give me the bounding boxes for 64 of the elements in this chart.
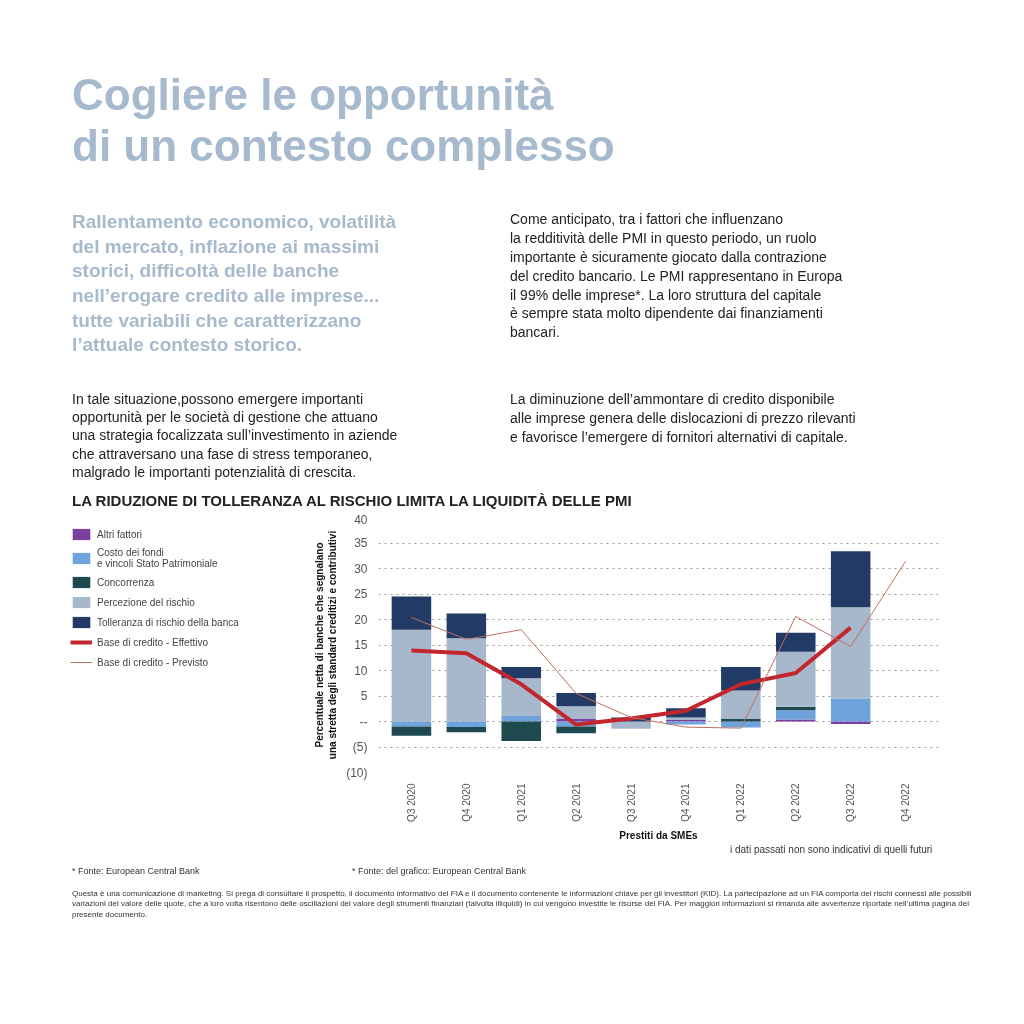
bar: [446, 638, 487, 722]
bar: [556, 726, 596, 734]
text: Rallentamento economico, volatilità del mercato, inflazione ai massimi storici, difficoltà delle banche nell’erogare credito alle imprese... tutte variabili che caratterizzano l’attuale contesto storico.: [72, 210, 397, 358]
y-tick-label: 30: [354, 561, 368, 576]
bar: [830, 698, 871, 722]
y-tick-label: 35: [354, 536, 368, 550]
line-series: [409, 625, 853, 727]
x-tick-label: Q3 2021: [625, 783, 637, 822]
y-tick-label: --: [359, 714, 368, 729]
legend-label: Percezione del rischio: [97, 596, 195, 608]
bar: [775, 710, 816, 720]
x-tick-label: Q1 2021: [515, 783, 527, 822]
x-tick-label: Q2 2021: [570, 783, 582, 822]
bar: [501, 721, 542, 741]
y-tick-label: 40: [354, 512, 368, 527]
bar: [775, 651, 816, 707]
legend-label: Base di credito - Effettivo: [97, 636, 208, 648]
y-tick-label: (10): [346, 765, 368, 780]
x-tick-label: Q4 2021: [680, 783, 692, 822]
bar: [775, 632, 816, 652]
x-tick-label: Q1 2022: [735, 783, 747, 822]
bar: [391, 629, 432, 722]
x-tick-label: Q4 2020: [460, 783, 472, 822]
line-series: [410, 560, 907, 729]
y-tick-label: 5: [360, 689, 368, 703]
text: Questa è una comunicazione di marketing. Si prega di consultare il prospetto, il documento informativo del FIA e il documento contenente le informazioni chiave per gli investitori (KID). La partecipazione ad un FIA comporta dei rischi connessi alle possibili variazioni del valore delle quote, che a loro volta risentono delle oscillazioni del valore degli strumenti finanziari (talvolta illiquidi) in cui vengono investite le risorse del FIA. Per maggiori informazioni si rimanda alle avvertenze riportate nell’ultima pagina del presente documento.: [72, 889, 972, 921]
bar: [830, 551, 871, 608]
x-tick-label: Q3 2022: [845, 783, 857, 822]
y-tick-label: (5): [352, 740, 368, 754]
bar: [501, 678, 542, 716]
bar: [721, 690, 761, 719]
x-tick-label: Q2 2022: [790, 783, 802, 822]
y-tick-label: 10: [354, 663, 368, 678]
bar: [556, 692, 596, 707]
bar: [391, 726, 432, 736]
text: Cogliere le opportunità di un contesto complesso: [72, 70, 615, 172]
text: Come anticipato, tra i fattori che influenzano la redditività delle PMI in questo periodo, un ruolo importante è sicuramente giocato dalla contrazione del credito bancario. Le PMI rappresentano in Europa il 99% delle imprese*. La loro struttura del capitale è sempre stata molto dipendente dai finanziamenti bancari.: [510, 210, 843, 343]
legend-label: Concorrenza: [97, 576, 155, 588]
bar: [501, 715, 542, 722]
y-tick-label: 20: [354, 612, 368, 627]
legend-label: Altri fattori: [97, 528, 143, 540]
bar: [775, 719, 816, 722]
legend-label: Tolleranza di rischio della banca: [97, 616, 239, 628]
y-tick-label: 15: [354, 638, 368, 652]
legend-label: Base di credito - Previsto: [97, 656, 209, 668]
bar: [446, 613, 487, 639]
x-axis-title: Prestiti da SMEs: [619, 829, 699, 841]
legend-label: Costo dei fondi e vincoli Stato Patrimoniale: [97, 547, 218, 569]
bar: [830, 607, 871, 699]
bar: [391, 721, 432, 727]
text: In tale situazione,possono emergere importanti opportunità per le società di gestione che attuano una strategia focalizzata sull’investimento in aziende che attraversano una fase di stress temporaneo, malgrado le importanti potenzialità di crescita.: [72, 390, 398, 481]
bar: [391, 596, 432, 630]
bar: [446, 727, 487, 733]
bar: [721, 718, 761, 722]
bar: [611, 721, 651, 729]
text: La diminuzione dell’ammontare di credito disponibile alle imprese genera delle dislocazioni di prezzo rilevanti e favorisce l’emergere di fornitori alternativi di capitale.: [510, 390, 856, 447]
text: i dati passati non sono indicativi di quelli futuri: [730, 843, 933, 857]
text: * Fonte: European Central Bank: [72, 865, 200, 878]
chart-title: LA RIDUZIONE DI TOLLERANZA AL RISCHIO LIMITA LA LIQUIDITÀ DELLE PMI: [72, 491, 632, 511]
y-tick-label: 25: [354, 587, 368, 601]
text: * Fonte: del grafico: European Central Bank: [352, 865, 527, 878]
x-tick-label: Q3 2020: [405, 783, 417, 822]
x-tick-label: Q4 2022: [900, 783, 912, 822]
y-axis-title: Percentuale netta di banche che segnalano una stretta degli standard creditizi e contributivi: [313, 530, 339, 760]
